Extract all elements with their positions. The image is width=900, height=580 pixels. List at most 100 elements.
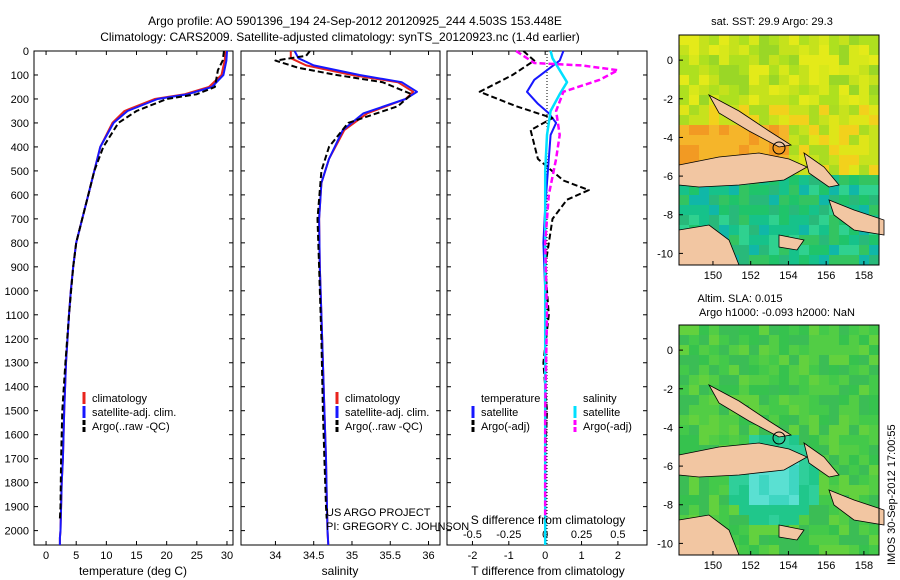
- map-cell: [789, 155, 799, 165]
- map-cell: [729, 365, 739, 375]
- map-cell: [779, 105, 789, 115]
- map-cell: [869, 405, 879, 415]
- map-cell: [839, 85, 849, 95]
- map-cell: [769, 385, 779, 395]
- map-cell: [769, 435, 779, 445]
- map-cell: [829, 325, 839, 335]
- map-cell: [789, 65, 799, 75]
- header-line-2: Climatology: CARS2009. Satellite-adjuste…: [100, 30, 580, 44]
- map-cell: [759, 515, 769, 525]
- map-cell: [859, 465, 869, 475]
- map-cell: [739, 385, 749, 395]
- map-cell: [819, 35, 829, 45]
- map-cell: [679, 385, 689, 395]
- map-cell: [829, 255, 839, 265]
- map-cell: [679, 495, 689, 505]
- map-cell: [799, 475, 809, 485]
- map-cell: [779, 395, 789, 405]
- map-cell: [819, 525, 829, 535]
- map-cell: [809, 335, 819, 345]
- map-cell: [759, 145, 769, 155]
- map-cell: [749, 135, 759, 145]
- map-cell: [809, 495, 819, 505]
- map-cell: [729, 505, 739, 515]
- map-cell: [699, 495, 709, 505]
- map-cell: [859, 85, 869, 95]
- series-line-argo-raw-qc-: [274, 50, 413, 519]
- map-cell: [849, 395, 859, 405]
- map-cell: [789, 195, 799, 205]
- map-cell: [799, 45, 809, 55]
- map-cell: [799, 135, 809, 145]
- map-cell: [689, 395, 699, 405]
- map-cell: [689, 145, 699, 155]
- map-cell: [839, 45, 849, 55]
- map-cell: [699, 195, 709, 205]
- map-cell: [829, 475, 839, 485]
- map-cell: [869, 95, 879, 105]
- map-cell: [699, 75, 709, 85]
- depth-tick-label: 300: [11, 118, 29, 130]
- map-cell: [739, 45, 749, 55]
- map-cell: [709, 375, 719, 385]
- depth-tick-label: 600: [11, 190, 29, 202]
- map-cell: [859, 65, 869, 75]
- map-cell: [719, 45, 729, 55]
- map-cell: [829, 165, 839, 175]
- map-cell: [829, 385, 839, 395]
- map-cell: [749, 35, 759, 45]
- x2-tick-label: -0.25: [496, 529, 521, 541]
- map-cell: [859, 455, 869, 465]
- map-cell: [719, 65, 729, 75]
- map-cell: [789, 45, 799, 55]
- map-cell: [789, 205, 799, 215]
- map-cell: [819, 85, 829, 95]
- map-cell: [749, 115, 759, 125]
- map-cell: [799, 55, 809, 65]
- map-y-tick-label: -6: [663, 171, 673, 183]
- map-cell: [859, 495, 869, 505]
- map-cell: [689, 475, 699, 485]
- map-cell: [679, 185, 689, 195]
- map-cell: [789, 355, 799, 365]
- land-shape: [778, 234, 805, 251]
- map-cell: [749, 535, 759, 545]
- map-cell: [699, 95, 709, 105]
- x-tick-label: 35: [346, 550, 358, 562]
- map-cell: [839, 115, 849, 125]
- map-cell: [729, 145, 739, 155]
- map-cell: [719, 375, 729, 385]
- map-cell: [799, 375, 809, 385]
- map-cell: [769, 355, 779, 365]
- land-shape: [803, 442, 840, 478]
- map-cell: [729, 75, 739, 85]
- x-tick-label: 30: [221, 550, 233, 562]
- map-cell: [719, 75, 729, 85]
- map-cell: [829, 515, 839, 525]
- map-cell: [729, 85, 739, 95]
- map-cell: [729, 515, 739, 525]
- map-cell: [859, 485, 869, 495]
- map-cell: [839, 65, 849, 75]
- map-cell: [719, 385, 729, 395]
- map-cell: [759, 215, 769, 225]
- map-cell: [769, 235, 779, 245]
- map-cell: [839, 35, 849, 45]
- map-cell: [809, 235, 819, 245]
- map-cell: [829, 195, 839, 205]
- map-cell: [769, 45, 779, 55]
- map-cell: [809, 55, 819, 65]
- map-cell: [719, 145, 729, 155]
- map-cell: [679, 485, 689, 495]
- map-cell: [789, 405, 799, 415]
- map-cell: [679, 365, 689, 375]
- temperature-panel: [33, 50, 234, 546]
- map-cell: [709, 485, 719, 495]
- map-cell: [829, 55, 839, 65]
- land-shape: [678, 152, 808, 188]
- map-cell: [759, 195, 769, 205]
- depth-tick-label: 100: [11, 70, 29, 82]
- map-cell: [749, 525, 759, 535]
- map-cell: [869, 435, 879, 445]
- map-cell: [859, 545, 869, 555]
